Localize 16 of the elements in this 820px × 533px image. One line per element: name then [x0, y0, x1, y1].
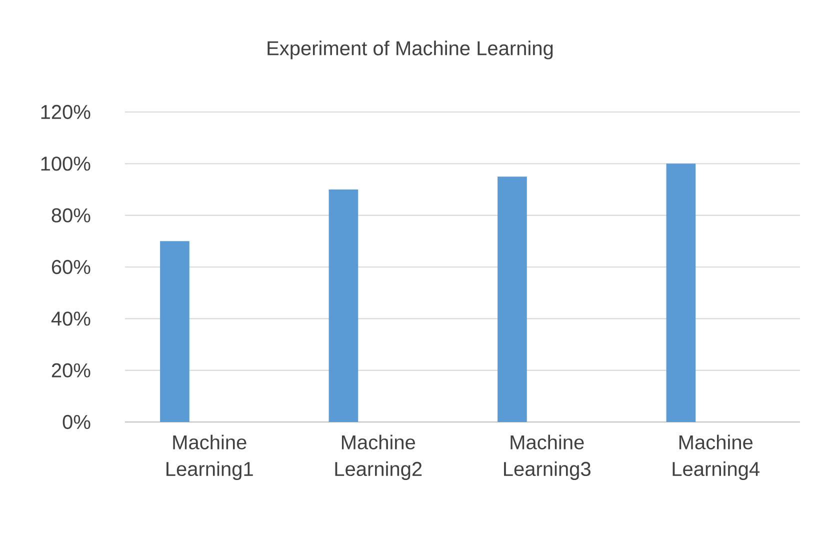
bar: [160, 241, 190, 422]
y-tick-label: 120%: [41, 104, 90, 120]
x-tick-label: Machine Learning3: [504, 434, 590, 480]
bar: [498, 176, 527, 422]
bar: [328, 190, 358, 422]
y-tick-label: 40%: [51, 312, 90, 326]
bar: [666, 164, 696, 422]
chart-title: Experiment of Machine Learning: [268, 40, 553, 60]
y-tick-label: 60%: [52, 260, 90, 274]
y-tick-label: 80%: [52, 208, 90, 222]
x-tick-label: Machine Learning1: [166, 434, 253, 480]
y-tick-label: 20%: [52, 363, 90, 378]
x-tick-label: Machine Learning4: [672, 434, 760, 480]
y-tick-label: 0%: [62, 414, 90, 430]
y-tick-label: 100%: [41, 156, 90, 171]
x-tick-label: Machine Learning2: [335, 434, 422, 480]
